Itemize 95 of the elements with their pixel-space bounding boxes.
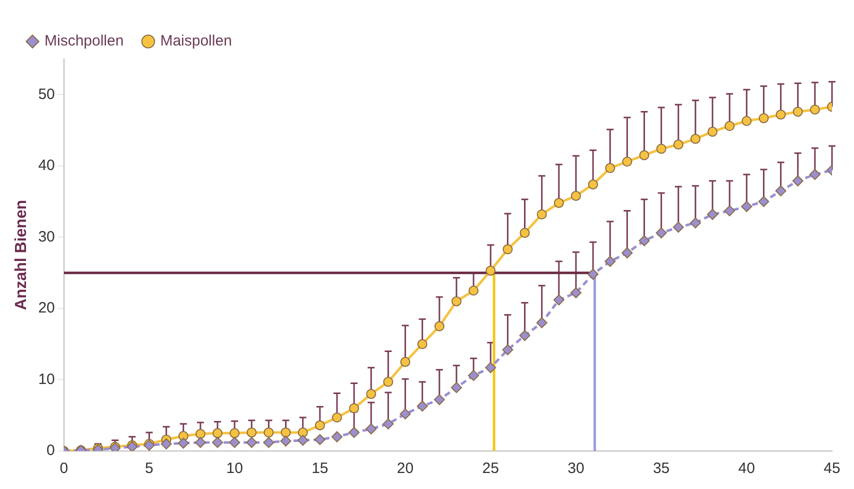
point	[212, 436, 224, 448]
point	[554, 198, 564, 208]
point	[434, 394, 445, 406]
point	[194, 436, 206, 448]
point	[468, 286, 479, 296]
point	[639, 150, 650, 160]
point	[792, 175, 804, 186]
point	[502, 344, 514, 356]
y-tick-label: 30	[38, 228, 55, 246]
point	[536, 209, 547, 220]
point	[758, 113, 769, 124]
point	[212, 428, 223, 438]
point	[366, 423, 377, 434]
point	[416, 400, 428, 412]
x-tick-label: 45	[824, 460, 840, 478]
point	[297, 434, 308, 446]
point	[348, 426, 360, 438]
point	[263, 436, 274, 448]
point	[588, 179, 598, 190]
point	[246, 436, 258, 448]
y-tick-label: 20	[38, 300, 55, 317]
point	[708, 126, 718, 137]
point	[230, 428, 240, 438]
point	[486, 266, 496, 276]
point	[383, 376, 394, 387]
x-tick-label: 20	[396, 460, 414, 478]
point	[638, 235, 650, 246]
point	[742, 116, 752, 126]
point	[707, 208, 718, 220]
point	[622, 247, 633, 258]
point	[724, 205, 736, 216]
point	[741, 201, 752, 212]
point	[280, 436, 292, 447]
point	[656, 144, 666, 154]
point	[690, 134, 700, 144]
y-tick-label: 10	[38, 370, 55, 388]
y-tick-label: 0	[46, 442, 55, 460]
point	[810, 104, 820, 115]
point	[434, 321, 444, 332]
x-tick-label: 15	[312, 460, 328, 478]
point	[332, 412, 342, 422]
point	[229, 436, 240, 448]
point	[605, 163, 616, 174]
point	[195, 428, 206, 439]
x-tick-label: 10	[226, 460, 243, 478]
point	[331, 431, 342, 442]
point	[775, 185, 786, 196]
point	[400, 408, 411, 420]
point	[809, 168, 820, 180]
point	[246, 427, 257, 438]
point	[417, 339, 428, 350]
point	[588, 268, 599, 280]
point	[792, 106, 803, 117]
point	[451, 296, 462, 306]
point	[724, 120, 735, 131]
point	[280, 427, 291, 438]
point	[519, 330, 530, 342]
point	[776, 110, 786, 120]
point	[485, 362, 496, 374]
point	[366, 388, 376, 399]
x-tick-label: 35	[652, 460, 670, 478]
y-tick-label: 40	[38, 157, 55, 174]
legend-label: Mischpollen	[44, 32, 124, 50]
point	[536, 317, 548, 328]
point	[349, 403, 360, 414]
point	[314, 434, 326, 446]
point	[178, 438, 189, 449]
x-tick-label: 25	[482, 460, 499, 478]
point	[758, 196, 770, 208]
point	[160, 438, 172, 450]
point	[520, 228, 530, 238]
point	[468, 370, 480, 381]
x-tick-label: 5	[145, 460, 154, 478]
point	[314, 420, 325, 430]
x-tick-label: 30	[568, 460, 584, 478]
point	[264, 427, 274, 438]
point	[570, 190, 581, 201]
legend-label: Maispollen	[160, 32, 232, 50]
point	[672, 222, 684, 233]
point	[622, 156, 632, 167]
x-tick-label: 40	[738, 460, 755, 478]
point	[400, 356, 410, 367]
point	[450, 382, 462, 394]
point	[673, 140, 684, 150]
point	[604, 256, 616, 267]
point	[690, 217, 701, 228]
point	[553, 294, 564, 306]
point	[298, 427, 308, 438]
point	[382, 418, 394, 430]
x-tick-label: 0	[60, 460, 68, 478]
point	[502, 244, 513, 254]
point	[570, 287, 582, 298]
y-tick-label: 50	[38, 86, 55, 103]
point	[656, 227, 667, 238]
y-axis-title: Anzahl Bienen	[13, 200, 30, 310]
